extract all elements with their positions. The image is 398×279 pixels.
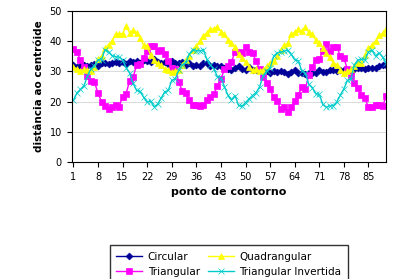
Triangular <box>324 42 329 45</box>
Line: Quadrangular: Quadrangular <box>70 23 390 76</box>
Triangular Invertida <box>293 58 297 61</box>
Triangular Invertida <box>166 89 171 92</box>
Quadrangular <box>334 63 339 67</box>
Quadrangular <box>113 32 118 36</box>
Circular <box>345 69 350 72</box>
Quadrangular <box>341 71 346 74</box>
Line: Circular: Circular <box>71 57 388 76</box>
Triangular Invertida <box>345 79 350 82</box>
Quadrangular <box>124 25 129 28</box>
Quadrangular <box>377 34 381 37</box>
Circular <box>338 69 343 72</box>
Circular <box>377 64 381 67</box>
Triangular Invertida <box>324 106 329 109</box>
Triangular Invertida <box>71 99 76 102</box>
Quadrangular <box>71 66 76 69</box>
Triangular <box>384 95 388 98</box>
Triangular Invertida <box>377 51 381 54</box>
Triangular <box>113 104 118 107</box>
Circular <box>384 64 388 67</box>
Triangular Invertida <box>338 93 343 97</box>
Triangular Invertida <box>191 48 195 51</box>
Circular <box>170 59 174 63</box>
Quadrangular <box>293 31 297 34</box>
Y-axis label: distância ao centróide: distância ao centróide <box>34 21 44 152</box>
Triangular Invertida <box>113 55 118 59</box>
Quadrangular <box>345 70 350 73</box>
Triangular <box>285 111 290 114</box>
Quadrangular <box>170 70 174 74</box>
Line: Triangular: Triangular <box>70 41 389 115</box>
Triangular <box>345 68 350 71</box>
Triangular <box>377 103 381 106</box>
Triangular Invertida <box>384 62 388 65</box>
Quadrangular <box>384 28 388 31</box>
Legend: Circular, Triangular, Quadrangular, Triangular Invertida: Circular, Triangular, Quadrangular, Tria… <box>110 245 347 279</box>
Triangular <box>71 47 76 50</box>
Triangular <box>293 99 297 103</box>
Circular <box>113 60 118 64</box>
Circular <box>152 58 156 61</box>
Triangular <box>166 59 171 62</box>
Triangular <box>338 54 343 58</box>
Circular <box>296 71 300 74</box>
Circular <box>285 73 290 76</box>
Circular <box>71 63 76 66</box>
Line: Triangular Invertida: Triangular Invertida <box>70 46 389 110</box>
X-axis label: ponto de contorno: ponto de contorno <box>171 187 287 197</box>
